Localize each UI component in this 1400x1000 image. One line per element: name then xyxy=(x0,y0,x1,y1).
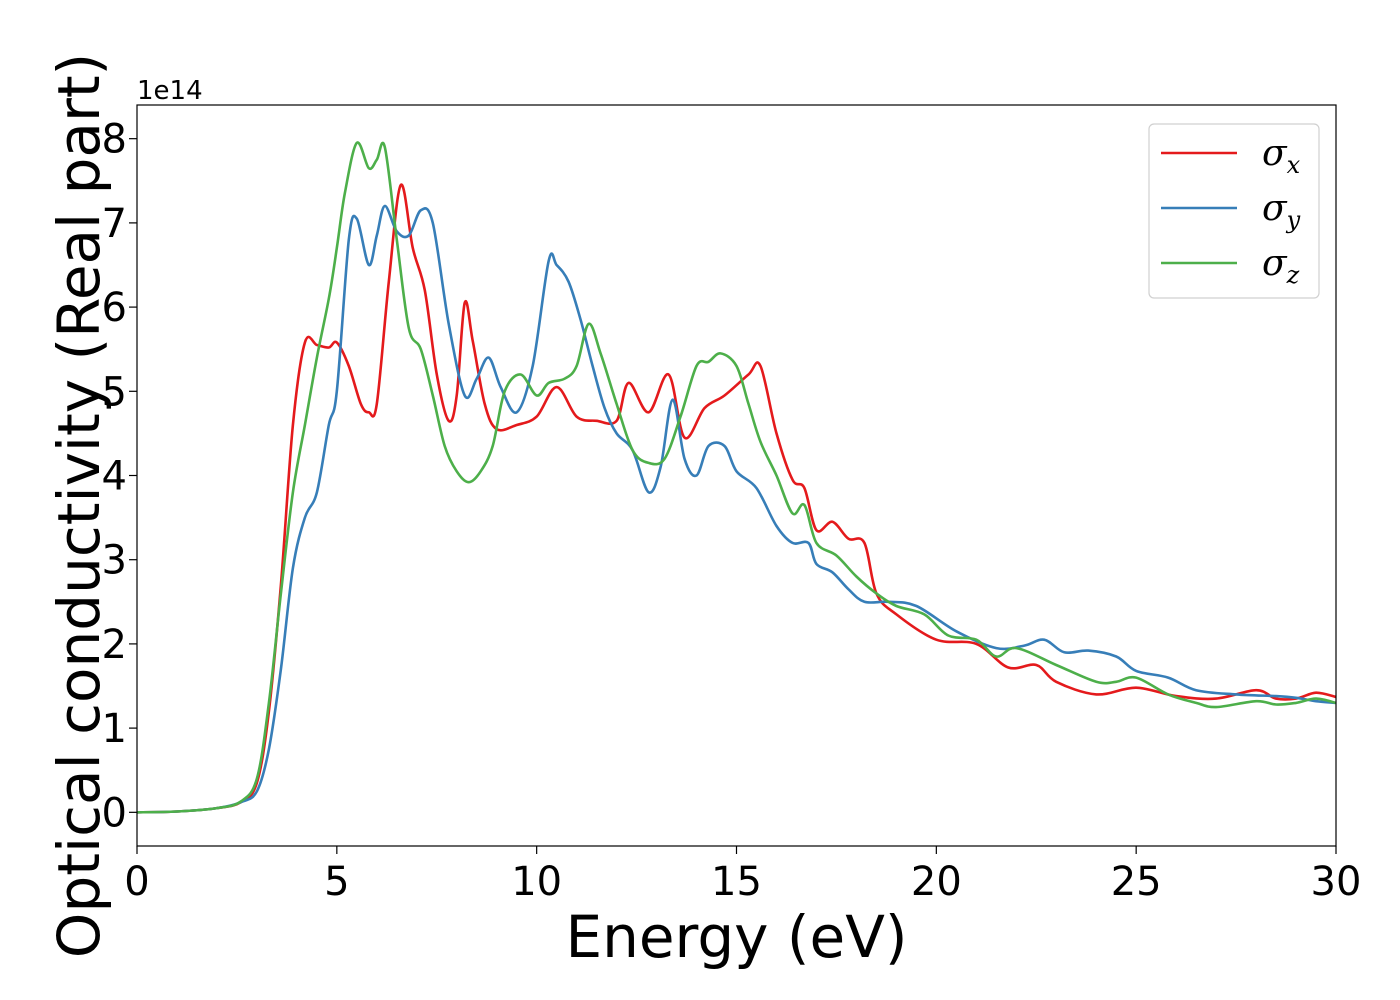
legend-subscript: y xyxy=(1286,206,1301,234)
x-tick-label: 5 xyxy=(324,859,349,905)
y-tick-label: 5 xyxy=(102,369,127,415)
plot-lines xyxy=(137,141,1336,814)
legend-label-y: σy xyxy=(1262,188,1301,234)
legend-subscript: x xyxy=(1287,151,1301,179)
legend-label-x: σx xyxy=(1262,133,1301,179)
x-tick-label: 25 xyxy=(1111,859,1162,905)
y-tick-label: 0 xyxy=(102,790,127,836)
x-tick-label: 0 xyxy=(124,859,149,905)
x-tick-label: 30 xyxy=(1311,859,1362,905)
series-line-y xyxy=(137,204,1336,814)
y-tick-label: 4 xyxy=(102,454,127,500)
y-axis-label: Optical conductivity (Real part) xyxy=(45,53,113,958)
y-tick-label: 7 xyxy=(102,201,127,247)
x-tick-label: 15 xyxy=(711,859,762,905)
x-axis-label: Energy (eV) xyxy=(565,903,907,971)
y-tick-label: 3 xyxy=(102,538,127,584)
y-axis-ticks: 0 1 2 3 4 5 6 7 8 xyxy=(102,117,137,836)
legend-subscript: z xyxy=(1286,261,1300,289)
legend-symbol: σ xyxy=(1262,188,1288,229)
y-tick-label: 2 xyxy=(102,622,127,668)
x-axis-ticks: 0 5 10 15 20 25 30 xyxy=(124,846,1361,905)
y-tick-label: 1 xyxy=(102,706,127,752)
x-tick-label: 10 xyxy=(511,859,562,905)
legend-box xyxy=(1148,123,1320,299)
legend-label-z: σz xyxy=(1262,243,1300,289)
legend-symbol: σ xyxy=(1262,133,1288,174)
x-tick-label: 20 xyxy=(911,859,962,905)
y-tick-label: 8 xyxy=(102,117,127,163)
y-offset-label: 1e14 xyxy=(137,76,203,106)
series-line-x xyxy=(137,183,1336,814)
legend-symbol: σ xyxy=(1262,243,1288,284)
series-line-z xyxy=(137,141,1336,814)
y-tick-label: 6 xyxy=(102,285,127,331)
